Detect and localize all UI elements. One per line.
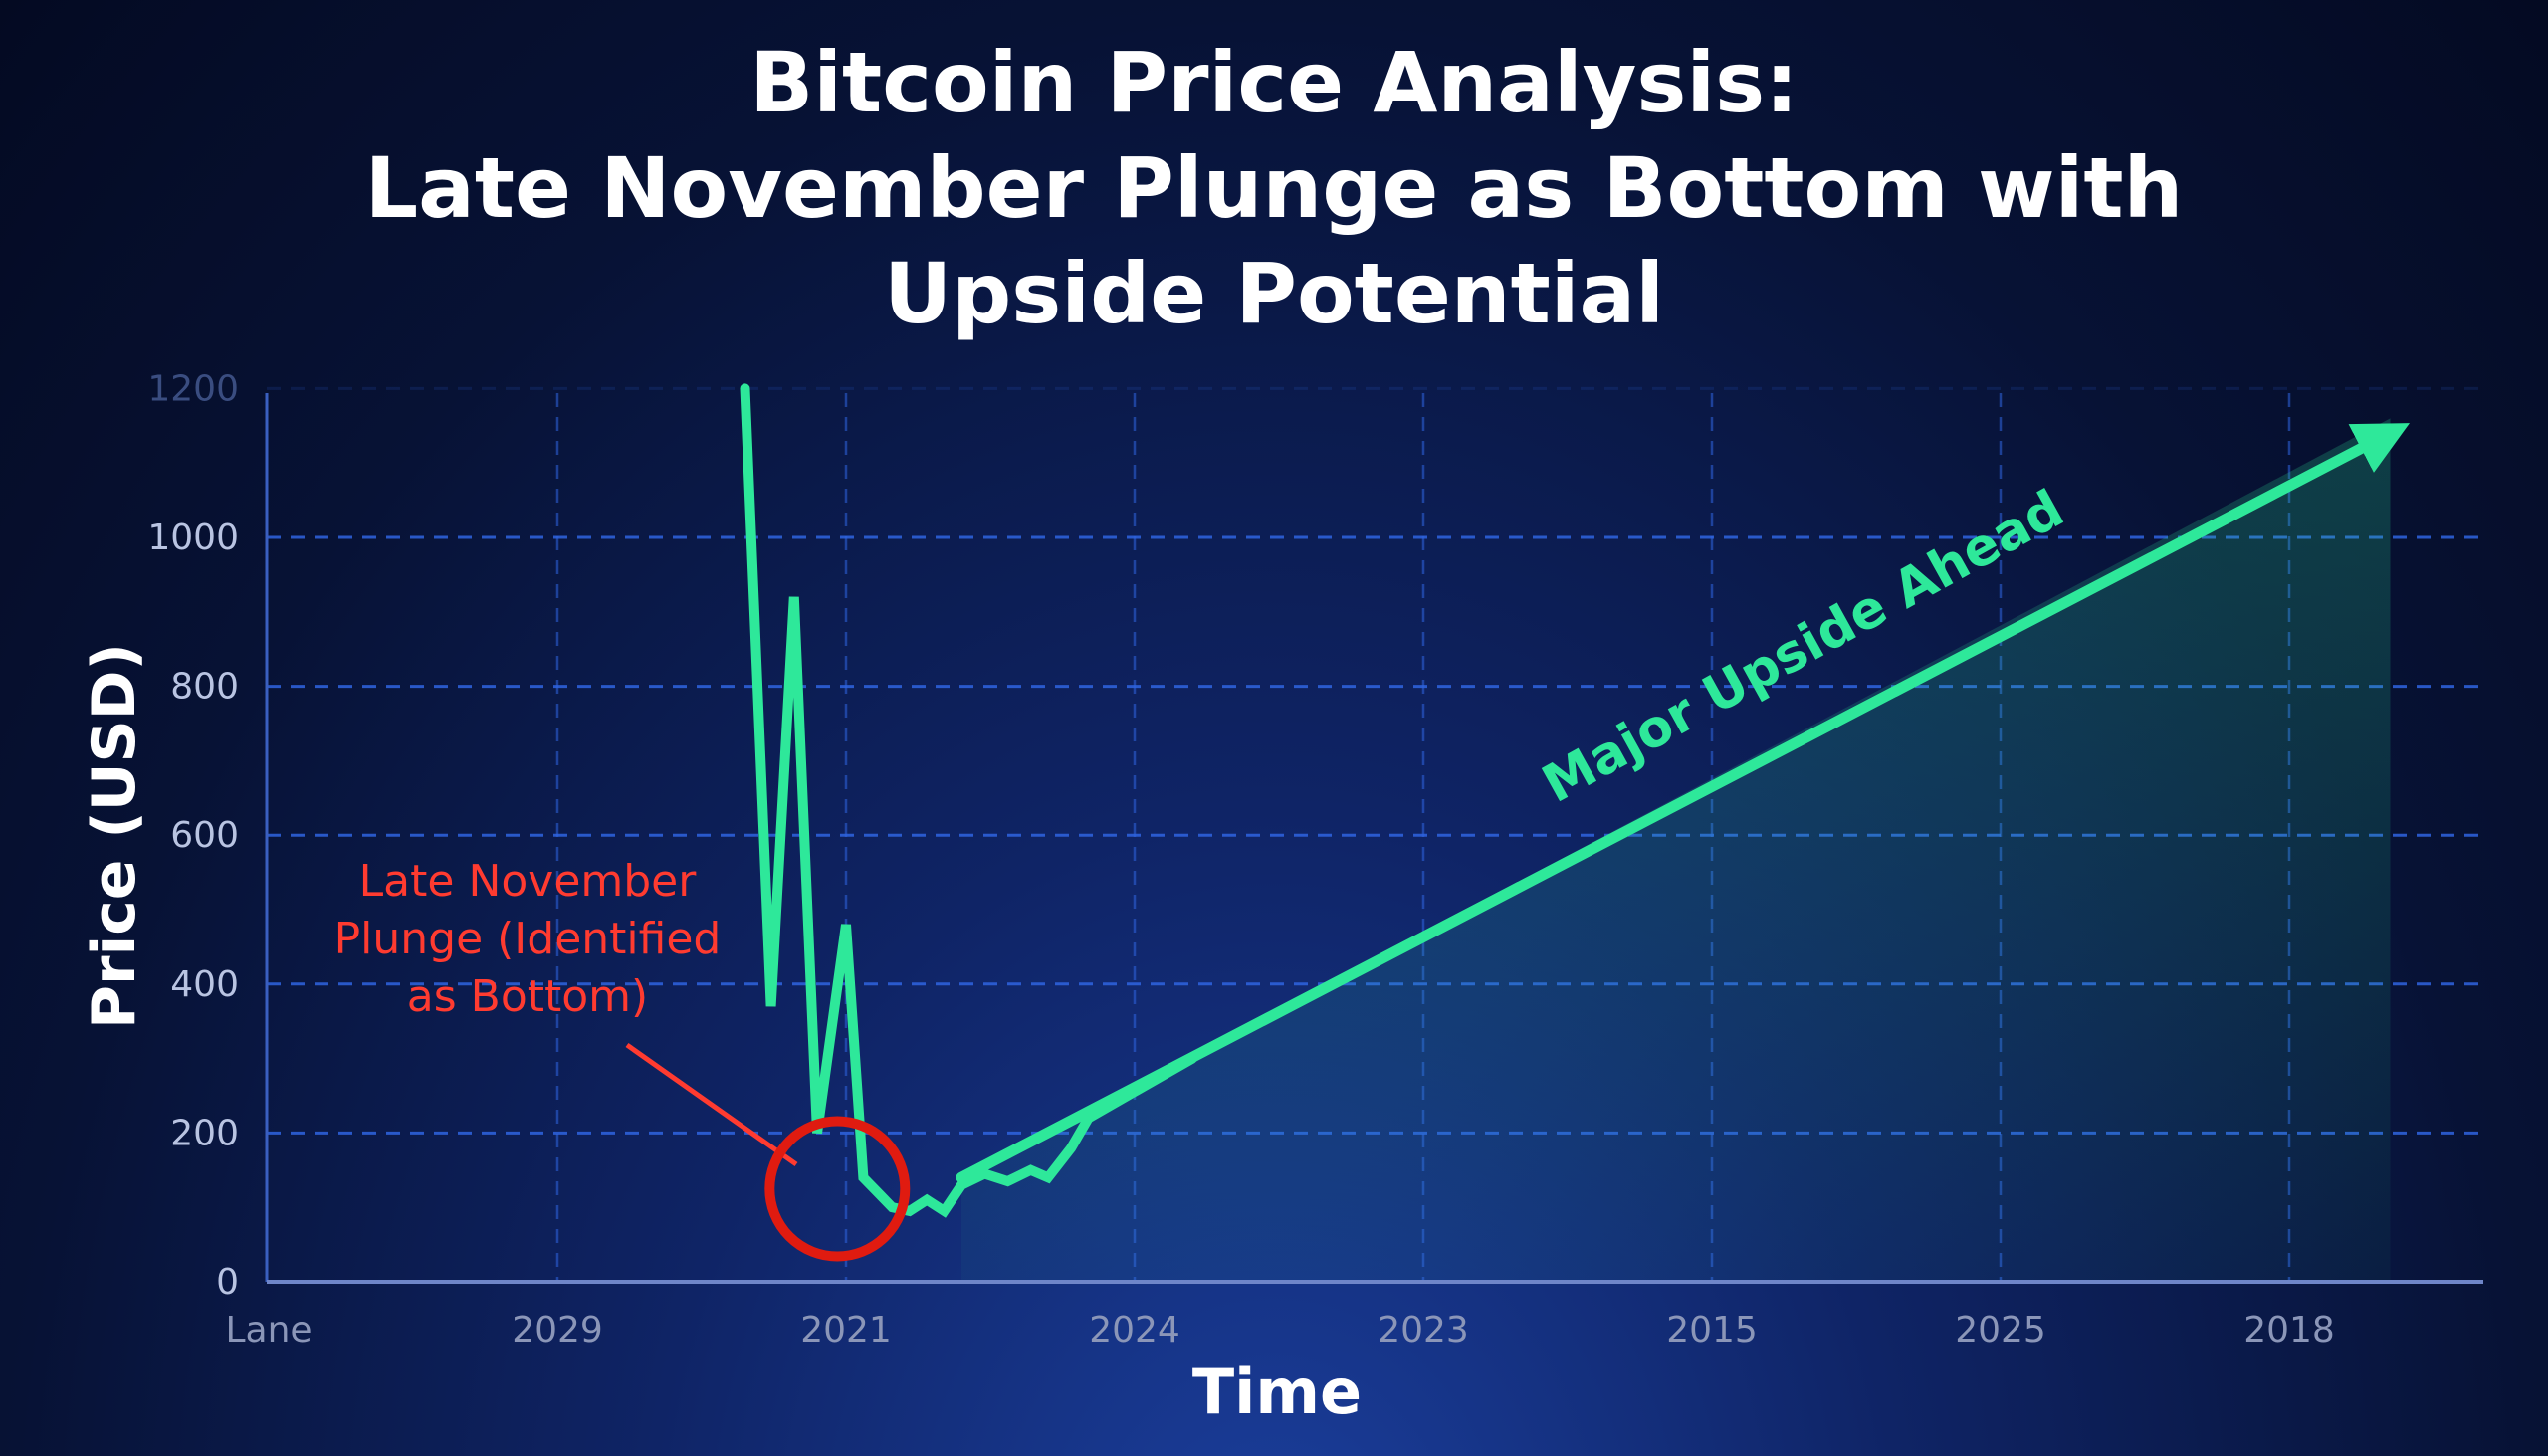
x-tick-label: 2024 xyxy=(1089,1310,1180,1351)
x-tick-label: 2029 xyxy=(512,1310,603,1351)
y-tick-label: 1200 xyxy=(147,368,239,409)
chart-title-line-2: Late November Plunge as Bottom with xyxy=(364,139,2184,237)
chart-title: Bitcoin Price Analysis: Late November Pl… xyxy=(0,30,2548,346)
bottom-annotation-line: Plunge (Identified xyxy=(334,914,722,964)
x-tick-label: 2023 xyxy=(1378,1310,1469,1351)
trend-arrow xyxy=(956,423,2411,1183)
shaded-area xyxy=(961,418,2391,1282)
y-tick-label: 0 xyxy=(216,1262,239,1303)
bottom-annotation-line: as Bottom) xyxy=(407,971,648,1022)
x-tick-label: 2021 xyxy=(800,1310,892,1351)
chart-title-line-3: Upside Potential xyxy=(883,245,1665,342)
axes: 0 200 400 600 800 1000 1200 Lane 2029 2021 2024 202… xyxy=(80,368,2483,1428)
y-tick-label: 200 xyxy=(170,1113,239,1153)
y-axis-title: Price (USD) xyxy=(80,643,149,1029)
x-axis-title: Time xyxy=(1192,1355,1362,1428)
x-tick-label: 2018 xyxy=(2243,1310,2335,1351)
y-tick-label: 400 xyxy=(170,964,239,1005)
x-tick-label: Lane xyxy=(225,1310,312,1351)
price-line xyxy=(740,383,1197,1218)
trend-area xyxy=(961,418,2391,1282)
x-tick-label: 2025 xyxy=(1955,1310,2046,1351)
bottom-pointer-line xyxy=(625,1042,798,1167)
y-tick-label: 800 xyxy=(170,667,239,708)
y-tick-label: 600 xyxy=(170,815,239,856)
bottom-annotation-line: Late November xyxy=(359,856,698,907)
series xyxy=(740,383,2411,1218)
y-tick-label: 1000 xyxy=(147,518,239,558)
x-tick-label: 2015 xyxy=(1666,1310,1758,1351)
chart-title-line-1: Bitcoin Price Analysis: xyxy=(749,34,1799,131)
bottom-marker-circle xyxy=(764,1116,911,1262)
